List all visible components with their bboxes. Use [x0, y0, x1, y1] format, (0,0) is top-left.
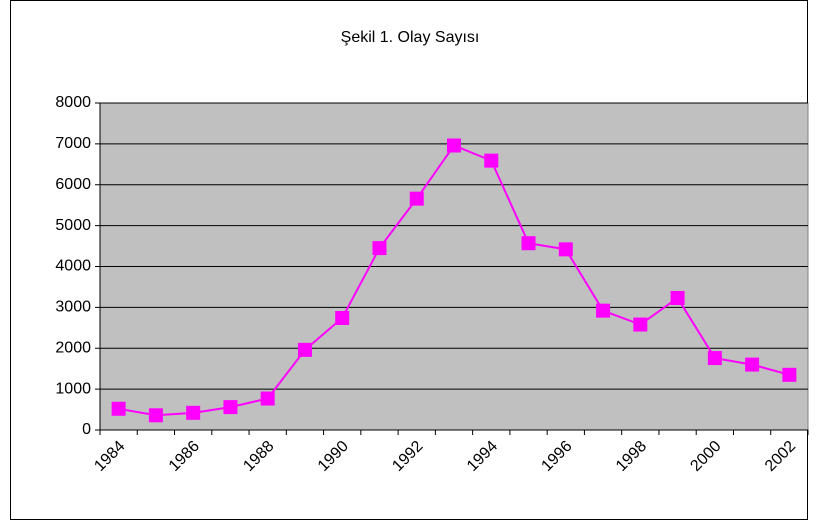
point-marker — [186, 405, 201, 420]
y-tick-label: 3000 — [55, 299, 91, 316]
point-marker — [447, 138, 461, 153]
point-marker — [782, 367, 797, 382]
point-marker — [558, 242, 573, 257]
point-marker — [223, 400, 238, 415]
point-marker — [745, 357, 760, 372]
point-marker — [372, 241, 387, 256]
y-tick-label: 5000 — [55, 217, 91, 234]
y-tick-label: 6000 — [55, 176, 91, 193]
point-marker — [484, 153, 499, 168]
y-tick-label: 2000 — [55, 339, 91, 356]
y-tick-label: 0 — [82, 421, 91, 438]
point-marker — [409, 191, 424, 206]
chart-title: Şekil 1. Olay Sayısı — [341, 29, 480, 46]
point-marker — [707, 351, 722, 366]
point-marker — [260, 391, 275, 406]
y-tick-label: 7000 — [55, 135, 91, 152]
point-marker — [633, 317, 648, 332]
point-marker — [297, 342, 312, 357]
point-marker — [335, 311, 350, 326]
point-marker — [521, 236, 536, 251]
point-marker — [670, 290, 685, 305]
y-tick-label: 1000 — [55, 380, 91, 397]
y-tick-label: 4000 — [55, 258, 91, 275]
point-marker — [148, 408, 163, 423]
point-marker — [111, 401, 126, 416]
y-tick-label: 8000 — [55, 94, 91, 111]
point-marker — [596, 303, 611, 318]
